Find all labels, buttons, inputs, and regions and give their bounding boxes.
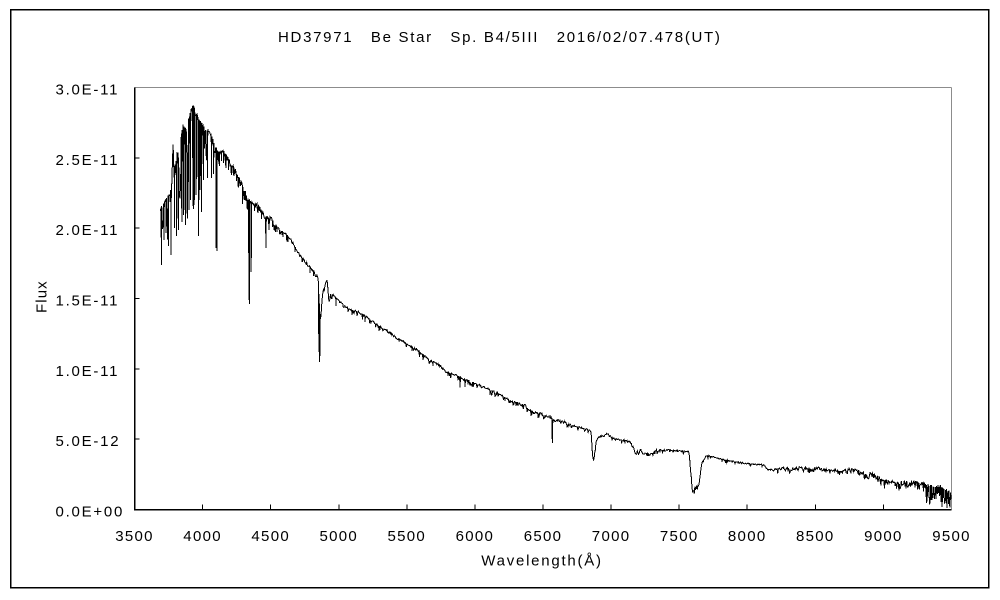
svg-text:2.5E-11: 2.5E-11 [56, 152, 120, 169]
svg-text:6000: 6000 [456, 528, 495, 545]
svg-text:HD37971 Be Star Sp. B4/5II: HD37971 Be Star Sp. B4/5III 2016/02/07.4… [278, 29, 722, 46]
svg-text:Flux: Flux [34, 280, 51, 313]
svg-text:4500: 4500 [251, 528, 290, 545]
svg-text:1.5E-11: 1.5E-11 [56, 293, 120, 310]
svg-text:5500: 5500 [388, 528, 427, 545]
svg-text:4000: 4000 [183, 528, 222, 545]
svg-text:0.0E+00: 0.0E+00 [56, 504, 125, 521]
svg-text:8500: 8500 [796, 528, 835, 545]
svg-text:2.0E-11: 2.0E-11 [56, 222, 120, 239]
svg-text:7500: 7500 [660, 528, 699, 545]
svg-text:9000: 9000 [864, 528, 903, 545]
svg-text:5.0E-12: 5.0E-12 [56, 433, 121, 450]
svg-text:1.0E-11: 1.0E-11 [56, 363, 120, 380]
svg-text:3.0E-11: 3.0E-11 [56, 82, 120, 99]
svg-text:8000: 8000 [728, 528, 767, 545]
svg-text:6500: 6500 [524, 528, 563, 545]
svg-text:Wavelength(Å): Wavelength(Å) [481, 553, 602, 570]
svg-text:5000: 5000 [320, 528, 359, 545]
svg-text:3500: 3500 [115, 528, 154, 545]
svg-text:9500: 9500 [932, 528, 971, 545]
svg-text:7000: 7000 [592, 528, 631, 545]
